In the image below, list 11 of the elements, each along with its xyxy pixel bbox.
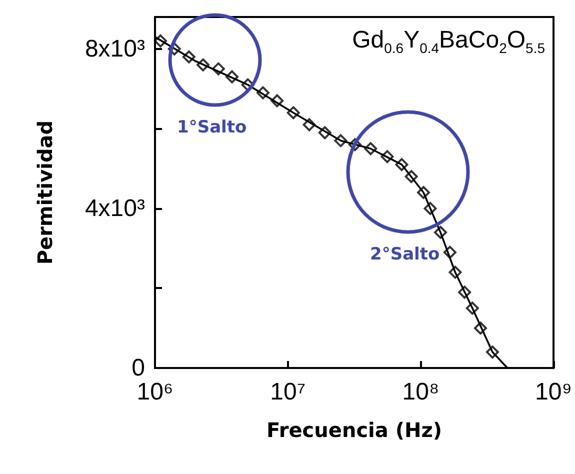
x-tick-label: 10⁸ bbox=[402, 378, 440, 406]
annotation: 2°Salto bbox=[370, 244, 440, 264]
x-tick-label: 10⁹ bbox=[535, 378, 572, 406]
y-tick-label: 0 bbox=[132, 354, 145, 382]
x-tick-label: 10⁷ bbox=[270, 378, 306, 406]
annotation: 1°Salto bbox=[177, 118, 247, 138]
y-axis-title: Permitividad bbox=[33, 120, 57, 265]
y-tick-label: 8x10³ bbox=[84, 35, 145, 62]
y-tick-label: 4x10³ bbox=[84, 194, 145, 222]
x-tick-label: 10⁶ bbox=[136, 378, 174, 406]
x-axis-title: Frecuencia (Hz) bbox=[266, 418, 442, 442]
